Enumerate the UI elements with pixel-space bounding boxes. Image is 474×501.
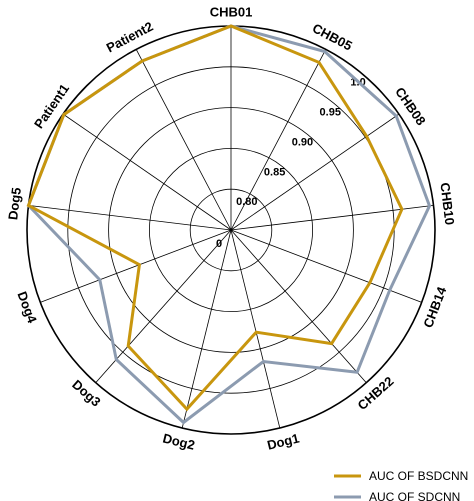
axis-label-chb22: CHB22: [355, 373, 397, 412]
axis-label-chb14: CHB14: [420, 284, 449, 330]
axis-label-chb10: CHB10: [437, 182, 457, 226]
series-line-auc-of-bsdcnn: [26, 24, 404, 412]
legend: AUC OF BSDCNN AUC OF SDCNN: [334, 469, 468, 501]
legend-label-bsdcnn: AUC OF BSDCNN: [369, 469, 468, 483]
axis-label-patient2: Patient2: [104, 19, 156, 56]
grid-spoke: [230, 229, 367, 383]
grid-spoke: [95, 229, 232, 383]
grid-spoke: [62, 113, 232, 231]
axis-label-dog5: Dog5: [5, 187, 24, 221]
radar-grid: [26, 25, 436, 435]
ring-tick-label: 0: [216, 238, 222, 250]
grid-spoke: [40, 229, 232, 303]
grid-spoke: [230, 49, 327, 231]
grid-spoke: [230, 205, 434, 231]
grid-spoke: [230, 229, 281, 429]
series-layer: [26, 24, 432, 425]
ring-tick-label: 0.80: [236, 196, 257, 208]
axis-label-dog3: Dog3: [69, 377, 103, 410]
grid-spoke: [28, 205, 232, 231]
axis-label-dog4: Dog4: [14, 289, 40, 325]
ring-tick-label: 0.85: [264, 166, 285, 178]
legend-label-sdcnn: AUC OF SDCNN: [369, 490, 460, 501]
grid-spoke: [230, 113, 400, 231]
ring-tick-label: 0.95: [320, 107, 341, 119]
grid-spoke: [135, 49, 232, 231]
axis-label-patient1: Patient1: [31, 81, 72, 131]
axis-label-dog1: Dog1: [266, 431, 301, 453]
axis-label-dog2: Dog2: [161, 431, 196, 453]
ring-tick-label: 0.90: [292, 136, 313, 148]
grid-spoke: [181, 229, 232, 429]
axis-label-chb01: CHB01: [210, 5, 253, 20]
grid-spoke: [230, 229, 422, 303]
